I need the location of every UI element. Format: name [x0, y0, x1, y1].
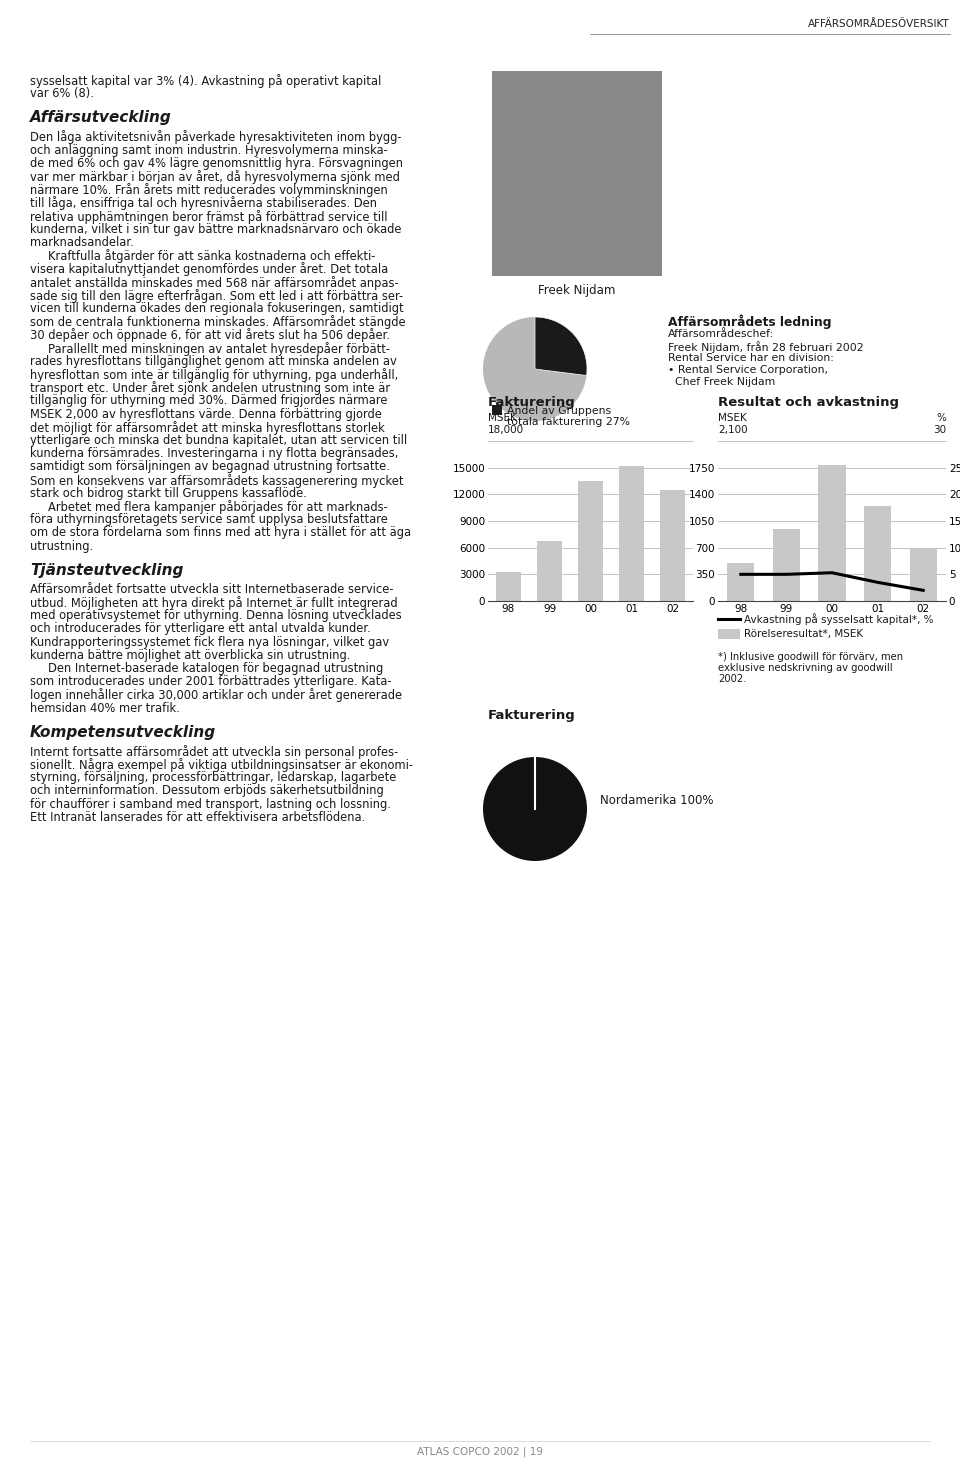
Text: Avkastning på sysselsatt kapital*, %: Avkastning på sysselsatt kapital*, %: [744, 614, 933, 626]
Text: Fakturering: Fakturering: [488, 396, 576, 410]
Text: exklusive nedskrivning av goodwill: exklusive nedskrivning av goodwill: [718, 663, 893, 673]
Bar: [864, 506, 891, 600]
Bar: [660, 490, 684, 600]
Text: Kraftfulla åtgärder för att sänka kostnaderna och effekti-: Kraftfulla åtgärder för att sänka kostna…: [48, 248, 375, 263]
Circle shape: [483, 757, 587, 861]
Text: rades hyresflottans tillgänglighet genom att minska andelen av: rades hyresflottans tillgänglighet genom…: [30, 355, 396, 368]
Text: samtidigt som försäljningen av begagnad utrustning fortsatte.: samtidigt som försäljningen av begagnad …: [30, 460, 390, 473]
Text: 18,000: 18,000: [488, 424, 524, 435]
Text: MSEK 2,000 av hyresflottans värde. Denna förbättring gjorde: MSEK 2,000 av hyresflottans värde. Denna…: [30, 408, 382, 420]
Text: var 6% (8).: var 6% (8).: [30, 87, 94, 101]
Text: AFFÄRSOMRÅDESÖVERSIKT: AFFÄRSOMRÅDESÖVERSIKT: [808, 19, 950, 30]
Text: utrustning.: utrustning.: [30, 540, 93, 553]
Text: Rental Service har en division:: Rental Service har en division:: [668, 353, 834, 362]
Bar: [538, 541, 562, 600]
Text: Ett Intranät lanserades för att effektivisera arbetsflödena.: Ett Intranät lanserades för att effektiv…: [30, 810, 365, 824]
Text: Tjänsteutveckling: Tjänsteutveckling: [30, 563, 183, 578]
Bar: [496, 572, 520, 600]
Text: %: %: [936, 413, 946, 423]
Text: relativa upphämtningen beror främst på förbättrad service till: relativa upphämtningen beror främst på f…: [30, 210, 388, 223]
Text: Affärsområdeschef:: Affärsområdeschef:: [668, 328, 775, 339]
Text: Affärsområdets ledning: Affärsområdets ledning: [668, 314, 831, 328]
Text: 30 depåer och öppnade 6, för att vid årets slut ha 506 depåer.: 30 depåer och öppnade 6, för att vid åre…: [30, 328, 390, 342]
Bar: [818, 466, 846, 600]
Wedge shape: [483, 317, 587, 422]
Text: totala fakturering 27%: totala fakturering 27%: [507, 417, 630, 427]
Text: MSEK: MSEK: [718, 413, 747, 423]
Text: närmare 10%. Från årets mitt reducerades volymminskningen: närmare 10%. Från årets mitt reducerades…: [30, 183, 388, 197]
Text: och interninformation. Dessutom erbjöds säkerhetsutbildning: och interninformation. Dessutom erbjöds …: [30, 784, 384, 797]
Text: • Rental Service Corporation,: • Rental Service Corporation,: [668, 365, 828, 376]
Text: Affärsutveckling: Affärsutveckling: [30, 111, 172, 126]
Text: hemsidan 40% mer trafik.: hemsidan 40% mer trafik.: [30, 701, 180, 714]
Text: Fakturering: Fakturering: [488, 708, 576, 722]
Text: Freek Nijdam, från 28 februari 2002: Freek Nijdam, från 28 februari 2002: [668, 342, 864, 353]
Text: 2002.: 2002.: [718, 674, 747, 683]
Wedge shape: [535, 317, 587, 376]
Text: och anläggning samt inom industrin. Hyresvolymerna minska-: och anläggning samt inom industrin. Hyre…: [30, 143, 388, 157]
Text: ATLAS COPCO 2002 | 19: ATLAS COPCO 2002 | 19: [417, 1446, 543, 1457]
Text: det möjligt för affärsområdet att minska hyresflottans storlek: det möjligt för affärsområdet att minska…: [30, 422, 385, 435]
Bar: [578, 481, 603, 600]
Bar: [492, 405, 502, 416]
Text: med operativsystemet för uthyrning. Denna lösning utvecklades: med operativsystemet för uthyrning. Denn…: [30, 609, 401, 623]
Text: MSEK: MSEK: [488, 413, 516, 423]
Text: logen innehåller cirka 30,000 artiklar och under året genererade: logen innehåller cirka 30,000 artiklar o…: [30, 688, 402, 703]
Text: Affärsområdet fortsatte utveckla sitt Internetbaserade service-: Affärsområdet fortsatte utveckla sitt In…: [30, 583, 394, 596]
Text: för chaufförer i samband med transport, lastning och lossning.: för chaufförer i samband med transport, …: [30, 797, 391, 810]
Text: sysselsatt kapital var 3% (4). Avkastning på operativt kapital: sysselsatt kapital var 3% (4). Avkastnin…: [30, 74, 381, 87]
Bar: [492, 71, 662, 277]
Text: styrning, försäljning, processförbättringar, ledarskap, lagarbete: styrning, försäljning, processförbättrin…: [30, 771, 396, 784]
Text: till låga, ensiffriga tal och hyresnivåerna stabiliserades. Den: till låga, ensiffriga tal och hyresnivåe…: [30, 197, 377, 210]
Text: sionellt. Några exempel på viktiga utbildningsinsatser är ekonomi-: sionellt. Några exempel på viktiga utbil…: [30, 759, 413, 772]
Text: hyresflottan som inte är tillgänglig för uthyrning, pga underhåll,: hyresflottan som inte är tillgänglig för…: [30, 368, 398, 382]
Bar: [619, 466, 644, 600]
Bar: [727, 563, 755, 600]
Text: och introducerades för ytterligare ett antal utvalda kunder.: och introducerades för ytterligare ett a…: [30, 623, 371, 636]
Text: Arbetet med flera kampanjer påbörjades för att marknads-: Arbetet med flera kampanjer påbörjades f…: [48, 500, 388, 515]
Text: om de stora fördelarna som finns med att hyra i stället för att äga: om de stora fördelarna som finns med att…: [30, 527, 411, 540]
Text: som introducerades under 2001 förbättrades ytterligare. Kata-: som introducerades under 2001 förbättrad…: [30, 676, 392, 688]
Text: visera kapitalutnyttjandet genomfördes under året. Det totala: visera kapitalutnyttjandet genomfördes u…: [30, 262, 388, 277]
Text: Freek Nijdam: Freek Nijdam: [539, 284, 615, 297]
Text: Kundrapporteringssystemet fick flera nya lösningar, vilket gav: Kundrapporteringssystemet fick flera nya…: [30, 636, 389, 649]
Text: Internt fortsatte affärsområdet att utveckla sin personal profes-: Internt fortsatte affärsområdet att utve…: [30, 745, 398, 759]
Text: *) Inklusive goodwill för förvärv, men: *) Inklusive goodwill för förvärv, men: [718, 652, 903, 663]
Bar: [909, 547, 937, 600]
Text: kunderna försämrades. Investeringarna i ny flotta begränsades,: kunderna försämrades. Investeringarna i …: [30, 447, 398, 460]
Text: kunderna, vilket i sin tur gav bättre marknadsnärvaro och ökade: kunderna, vilket i sin tur gav bättre ma…: [30, 223, 401, 235]
Text: Parallellt med minskningen av antalet hyresdepåer förbätt-: Parallellt med minskningen av antalet hy…: [48, 342, 390, 355]
Text: Rörelseresultat*, MSEK: Rörelseresultat*, MSEK: [744, 629, 863, 639]
Text: Den Internet-baserade katalogen för begagnad utrustning: Den Internet-baserade katalogen för bega…: [48, 663, 383, 674]
Text: föra uthyrningsföretagets service samt upplysa beslutsfattare: föra uthyrningsföretagets service samt u…: [30, 513, 388, 527]
Text: 2,100: 2,100: [718, 424, 748, 435]
Text: vicen till kunderna ökades den regionala fokuseringen, samtidigt: vicen till kunderna ökades den regionala…: [30, 302, 403, 315]
Bar: [718, 629, 740, 639]
Text: 30: 30: [933, 424, 946, 435]
Text: ytterligare och minska det bundna kapitalet, utan att servicen till: ytterligare och minska det bundna kapita…: [30, 433, 407, 447]
Text: Andel av Gruppens: Andel av Gruppens: [507, 407, 612, 416]
Text: marknadsandelar.: marknadsandelar.: [30, 237, 133, 248]
Text: Den låga aktivitetsnivån påverkade hyresaktiviteten inom bygg-: Den låga aktivitetsnivån påverkade hyres…: [30, 130, 401, 145]
Text: Chef Freek Nijdam: Chef Freek Nijdam: [668, 377, 776, 387]
Text: stark och bidrog starkt till Gruppens kassaflöde.: stark och bidrog starkt till Gruppens ka…: [30, 487, 307, 500]
Bar: [773, 528, 800, 600]
Text: utbud. Möjligheten att hyra direkt på Internet är fullt integrerad: utbud. Möjligheten att hyra direkt på In…: [30, 596, 397, 609]
Text: tillgänglig för uthyrning med 30%. Därmed frigjordes närmare: tillgänglig för uthyrning med 30%. Därme…: [30, 395, 388, 407]
Text: Kompetensutveckling: Kompetensutveckling: [30, 725, 216, 740]
Text: antalet anställda minskades med 568 när affärsområdet anpas-: antalet anställda minskades med 568 när …: [30, 275, 398, 290]
Text: som de centrala funktionerna minskades. Affärsområdet stängde: som de centrala funktionerna minskades. …: [30, 315, 406, 330]
Text: sade sig till den lägre efterfrågan. Som ett led i att förbättra ser-: sade sig till den lägre efterfrågan. Som…: [30, 288, 403, 303]
Text: Nordamerika 100%: Nordamerika 100%: [600, 794, 713, 808]
Text: kunderna bättre möjlighet att överblicka sin utrustning.: kunderna bättre möjlighet att överblicka…: [30, 649, 350, 661]
Text: transport etc. Under året sjönk andelen utrustning som inte är: transport etc. Under året sjönk andelen …: [30, 382, 390, 395]
Text: de med 6% och gav 4% lägre genomsnittlig hyra. Försvagningen: de med 6% och gav 4% lägre genomsnittlig…: [30, 157, 403, 170]
Text: Som en konsekvens var affärsområdets kassagenerering mycket: Som en konsekvens var affärsområdets kas…: [30, 473, 403, 488]
Text: var mer märkbar i början av året, då hyresvolymerna sjönk med: var mer märkbar i början av året, då hyr…: [30, 170, 400, 183]
Text: Resultat och avkastning: Resultat och avkastning: [718, 396, 899, 410]
